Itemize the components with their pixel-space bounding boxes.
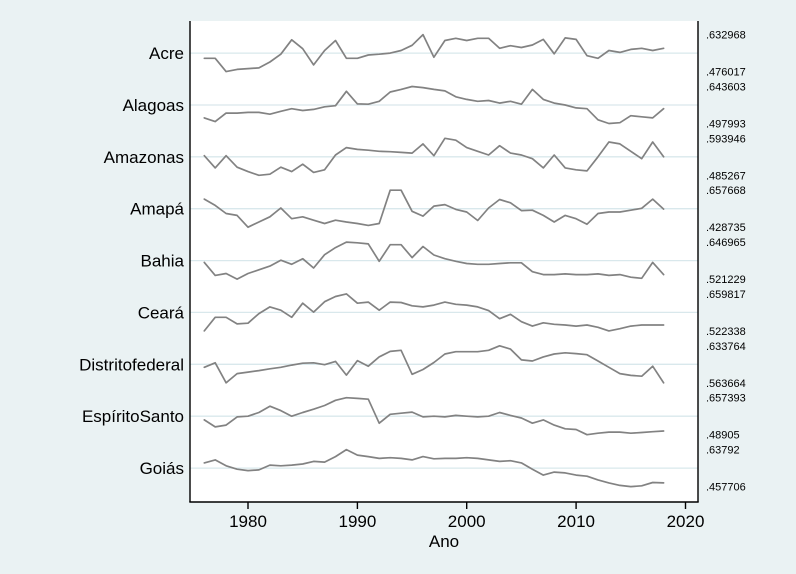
max-value-label-1: .643603 [706,82,746,94]
min-value-label-4: .521229 [706,274,746,286]
series-line-7 [203,396,665,436]
series-line-8 [203,448,665,488]
series-line-5 [203,293,665,332]
state-label-2: Amazonas [104,148,184,167]
state-label-6: Distritofederal [79,355,184,374]
x-tick-label-4: 2020 [667,512,705,531]
x-tick-label-3: 2010 [557,512,595,531]
max-value-label-5: .659817 [706,289,746,301]
state-label-5: Ceará [138,303,185,322]
x-tick-label-2: 2000 [448,512,486,531]
series-line-2 [203,137,665,177]
x-tick-label-1: 1990 [338,512,376,531]
state-label-7: EspíritoSanto [82,407,184,426]
state-label-0: Acre [149,44,184,63]
min-value-label-7: .48905 [706,430,740,442]
min-value-label-1: .497993 [706,119,746,131]
state-label-3: Amapá [130,200,184,219]
max-value-label-0: .632968 [706,30,746,42]
series-line-4 [203,241,665,280]
series-line-3 [203,189,665,229]
min-value-label-0: .476017 [706,67,746,79]
series-line-0 [203,33,665,73]
max-value-label-3: .657668 [706,185,746,197]
plot-area [190,21,698,502]
max-value-label-7: .657393 [706,393,746,405]
max-value-label-4: .646965 [706,237,746,249]
min-value-label-5: .522338 [706,326,746,338]
max-value-label-8: .63792 [706,445,740,457]
state-label-4: Bahia [141,252,185,271]
x-tick-label-0: 1980 [229,512,267,531]
series-line-6 [203,344,665,384]
series-line-1 [203,85,665,125]
min-value-label-8: .457706 [706,482,746,494]
state-label-1: Alagoas [123,96,184,115]
max-value-label-2: .593946 [706,133,746,145]
min-value-label-6: .563664 [706,378,746,390]
max-value-label-6: .633764 [706,341,746,353]
state-label-8: Goiás [140,459,184,478]
x-axis-label: Ano [429,532,459,551]
min-value-label-2: .485267 [706,170,746,182]
min-value-label-3: .428735 [706,222,746,234]
